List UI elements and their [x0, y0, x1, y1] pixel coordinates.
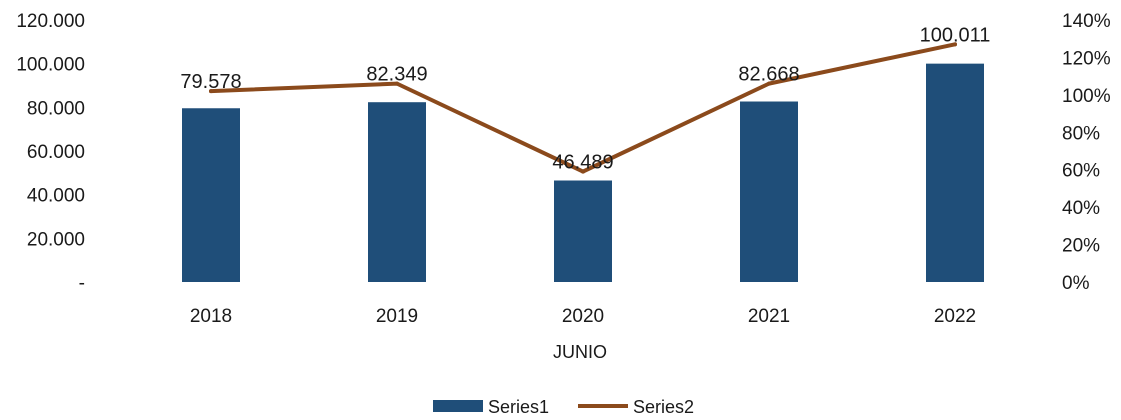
- right-axis-tick-label: 60%: [1062, 161, 1100, 182]
- bar-series1: [368, 102, 426, 282]
- legend: Series1 Series2: [433, 397, 694, 417]
- left-axis-tick-label: 120.000: [16, 11, 85, 32]
- left-axis-tick-label: 60.000: [27, 142, 85, 163]
- right-axis-tick-label: 20%: [1062, 236, 1100, 257]
- right-axis-tick-label: 140%: [1062, 11, 1111, 32]
- category-label: 2019: [376, 306, 418, 327]
- series2-line-group: [209, 42, 957, 174]
- left-axis-ticks: - 20.000 40.000 60.000 80.000 100.000 120.000: [16, 11, 85, 294]
- legend-label-series2: Series2: [633, 397, 694, 417]
- bar-series1: [182, 108, 240, 282]
- right-axis-tick-label: 80%: [1062, 123, 1100, 144]
- data-label-series1: 82.668: [738, 64, 799, 86]
- right-axis-ticks: 0% 20% 40% 60% 80% 100% 120% 140%: [1062, 11, 1111, 294]
- data-label-series1: 82.349: [366, 64, 427, 86]
- point-series2: [953, 42, 957, 47]
- category-label: 2018: [190, 306, 232, 327]
- point-series2: [581, 169, 585, 174]
- bars: [182, 63, 984, 282]
- data-labels: 79.578 82.349 46.489 82.668 100.011: [180, 24, 990, 173]
- category-label: 2021: [748, 306, 790, 327]
- point-series2: [209, 89, 213, 94]
- bar-series1: [740, 101, 798, 282]
- category-label: 2020: [562, 306, 604, 327]
- data-label-series1: 79.578: [180, 71, 241, 93]
- left-axis-tick-label: 20.000: [27, 229, 85, 250]
- legend-swatch-series1: [433, 400, 483, 412]
- bar-series1: [926, 63, 984, 282]
- left-axis-tick-label: 100.000: [16, 55, 85, 76]
- right-axis-tick-label: 40%: [1062, 198, 1100, 219]
- right-axis-tick-label: 120%: [1062, 48, 1111, 69]
- bar-series1: [554, 180, 612, 282]
- data-label-series1: 46.489: [552, 152, 613, 174]
- right-axis-tick-label: 100%: [1062, 86, 1111, 107]
- left-axis-tick-label: 80.000: [27, 98, 85, 119]
- point-series2: [395, 81, 399, 86]
- legend-label-series1: Series1: [488, 397, 549, 417]
- point-series2: [767, 81, 771, 86]
- left-axis-tick-label: 40.000: [27, 186, 85, 207]
- category-label: 2022: [934, 306, 976, 327]
- left-axis-tick-label: -: [79, 273, 85, 294]
- data-label-series1: 100.011: [920, 24, 991, 46]
- x-axis-label: JUNIO: [553, 342, 607, 362]
- right-axis-tick-label: 0%: [1062, 273, 1090, 294]
- category-labels: 2018 2019 2020 2021 2022: [190, 306, 976, 327]
